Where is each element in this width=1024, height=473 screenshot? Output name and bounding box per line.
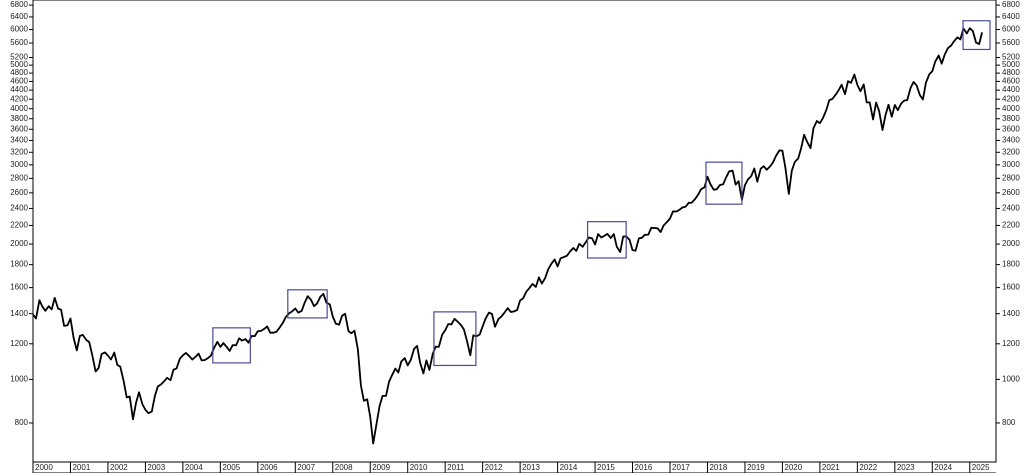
x-tick-label: 2002 <box>110 463 128 472</box>
y-tick-label-left: 3800 <box>10 114 28 123</box>
x-tick-label: 2000 <box>35 463 53 472</box>
highlight-box <box>586 221 627 259</box>
y-tick-label-left: 6000 <box>10 25 28 34</box>
y-tick-label-left: 800 <box>15 418 29 427</box>
x-tick-label: 2011 <box>447 463 465 472</box>
y-tick-label-left: 3200 <box>10 147 28 156</box>
y-tick-label-left: 4000 <box>10 104 28 113</box>
highlight-box <box>212 327 251 364</box>
y-tick-label-right: 4800 <box>1002 68 1020 77</box>
x-tick-label: 2020 <box>784 463 802 472</box>
x-tick-label: 2009 <box>372 463 390 472</box>
y-tick-label-left: 1600 <box>10 283 28 292</box>
x-tick-label: 2012 <box>485 463 503 472</box>
y-tick-label-right: 6400 <box>1002 12 1020 21</box>
x-tick-label: 2021 <box>822 463 840 472</box>
highlight-box <box>287 289 328 319</box>
y-tick-label-right: 4400 <box>1002 85 1020 94</box>
x-tick-label: 2003 <box>147 463 165 472</box>
y-tick-label-left: 3400 <box>10 136 28 145</box>
y-tick-label-right: 3800 <box>1002 114 1020 123</box>
x-tick-label: 2004 <box>185 463 203 472</box>
y-tick-label-left: 6400 <box>10 12 28 21</box>
y-tick-label-left: 6800 <box>10 0 28 9</box>
y-tick-label-right: 2000 <box>1002 239 1020 248</box>
y-tick-label-left: 1000 <box>10 374 28 383</box>
x-tick-label: 2023 <box>897 463 915 472</box>
y-tick-label-left: 2600 <box>10 188 28 197</box>
y-tick-label-left: 2400 <box>10 204 28 213</box>
y-tick-label-right: 6000 <box>1002 25 1020 34</box>
y-tick-label-right: 4600 <box>1002 77 1020 86</box>
y-tick-label-left: 5000 <box>10 60 28 69</box>
y-tick-label-right: 1000 <box>1002 374 1020 383</box>
y-tick-label-right: 800 <box>1002 418 1016 427</box>
x-tick-label: 2005 <box>222 463 240 472</box>
y-tick-label-right: 1800 <box>1002 260 1020 269</box>
x-tick-label: 2019 <box>747 463 765 472</box>
highlight-box <box>433 311 477 367</box>
y-tick-label-right: 2400 <box>1002 204 1020 213</box>
y-tick-label-right: 5200 <box>1002 53 1020 62</box>
highlight-box <box>705 161 743 205</box>
x-tick-label: 2022 <box>859 463 877 472</box>
y-tick-label-right: 2600 <box>1002 188 1020 197</box>
x-tick-label: 2006 <box>260 463 278 472</box>
y-tick-label-right: 2200 <box>1002 221 1020 230</box>
y-tick-label-left: 4200 <box>10 94 28 103</box>
y-tick-label-right: 1200 <box>1002 339 1020 348</box>
y-tick-label-right: 4200 <box>1002 94 1020 103</box>
highlight-box <box>962 20 991 51</box>
y-tick-label-right: 3600 <box>1002 124 1020 133</box>
y-tick-label-left: 4600 <box>10 77 28 86</box>
y-tick-label-right: 3200 <box>1002 147 1020 156</box>
x-tick-label: 2001 <box>72 463 90 472</box>
y-tick-label-left: 4800 <box>10 68 28 77</box>
y-tick-label-right: 1600 <box>1002 283 1020 292</box>
price-line <box>32 27 983 445</box>
x-tick-label: 2008 <box>335 463 353 472</box>
x-tick-label: 2014 <box>560 463 578 472</box>
y-tick-label-left: 3600 <box>10 124 28 133</box>
x-tick-label: 2013 <box>522 463 540 472</box>
x-tick-label: 2025 <box>972 463 990 472</box>
y-tick-label-right: 3000 <box>1002 160 1020 169</box>
y-tick-label-right: 4000 <box>1002 104 1020 113</box>
y-tick-label-right: 5600 <box>1002 38 1020 47</box>
x-tick-label: 2018 <box>709 463 727 472</box>
y-tick-label-left: 1800 <box>10 260 28 269</box>
x-tick-label: 2007 <box>297 463 315 472</box>
x-tick-label: 2024 <box>934 463 952 472</box>
y-tick-label-left: 5600 <box>10 38 28 47</box>
y-tick-label-left: 3000 <box>10 160 28 169</box>
y-tick-label-left: 5200 <box>10 53 28 62</box>
y-tick-label-right: 5000 <box>1002 60 1020 69</box>
y-tick-label-right: 3400 <box>1002 136 1020 145</box>
y-tick-label-left: 2000 <box>10 239 28 248</box>
y-tick-label-left: 4400 <box>10 85 28 94</box>
y-tick-label-left: 1200 <box>10 339 28 348</box>
y-tick-label-left: 2200 <box>10 221 28 230</box>
y-tick-label-right: 2800 <box>1002 173 1020 182</box>
y-tick-label-left: 1400 <box>10 309 28 318</box>
y-tick-label-right: 6800 <box>1002 0 1020 9</box>
y-tick-label-left: 2800 <box>10 173 28 182</box>
plot-frame <box>32 0 997 463</box>
x-tick-label: 2016 <box>635 463 653 472</box>
x-tick-label: 2010 <box>410 463 428 472</box>
x-tick-label: 2017 <box>672 463 690 472</box>
y-tick-label-right: 1400 <box>1002 309 1020 318</box>
x-tick-label: 2015 <box>597 463 615 472</box>
